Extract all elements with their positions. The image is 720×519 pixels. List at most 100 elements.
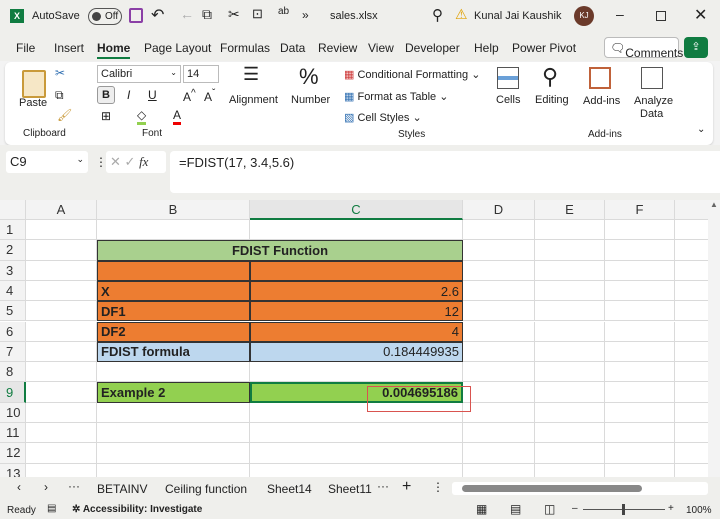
font-size-select[interactable]: 14 — [183, 65, 219, 83]
cell[interactable] — [97, 362, 250, 383]
cell[interactable] — [675, 403, 708, 423]
tab-developer[interactable]: Developer — [405, 41, 460, 55]
more-sheets-icon[interactable]: ··· — [377, 479, 389, 493]
row-header[interactable]: 8 — [0, 362, 26, 383]
more-sheets-icon[interactable]: ··· — [68, 479, 80, 493]
cell[interactable] — [26, 463, 97, 477]
cell[interactable] — [605, 260, 675, 281]
cell[interactable] — [463, 443, 535, 464]
cell[interactable] — [26, 301, 97, 322]
cell[interactable] — [605, 321, 675, 342]
tab-view[interactable]: View — [368, 41, 394, 55]
close-icon[interactable]: ✕ — [694, 7, 708, 24]
tab-help[interactable]: Help — [474, 41, 499, 55]
italic-button[interactable]: I — [127, 88, 131, 102]
cell[interactable] — [463, 423, 535, 444]
cell-styles-button[interactable]: ▧ Cell Styles ⌄ — [344, 112, 422, 124]
addins-button[interactable]: Add-ins — [583, 95, 621, 107]
editing-button[interactable]: Editing — [535, 94, 569, 106]
font-color-icon[interactable]: A — [173, 108, 182, 125]
cell[interactable] — [26, 240, 97, 261]
cell[interactable] — [675, 281, 708, 302]
cell[interactable] — [26, 341, 97, 363]
cell[interactable] — [675, 240, 708, 261]
cell[interactable] — [675, 382, 708, 403]
cell[interactable] — [535, 260, 605, 281]
accessibility-button[interactable]: ✲ Accessibility: Investigate — [72, 504, 202, 515]
tab-data[interactable]: Data — [280, 41, 306, 55]
analyze-data-button[interactable]: Analyze — [634, 95, 674, 107]
addins-icon[interactable] — [589, 67, 611, 89]
cell[interactable] — [250, 220, 463, 241]
alignment-button[interactable]: Alignment — [229, 94, 278, 106]
cell[interactable] — [463, 240, 535, 261]
cell[interactable] — [26, 260, 97, 281]
normal-view-icon[interactable]: ▦ — [476, 502, 488, 516]
underline-button[interactable]: U — [148, 88, 157, 102]
row-header[interactable]: 10 — [0, 402, 26, 423]
cell[interactable] — [26, 280, 97, 302]
zoom-level[interactable]: 100% — [686, 505, 712, 516]
alignment-icon[interactable]: ☰ — [243, 64, 260, 84]
number-button[interactable]: Number — [291, 94, 331, 106]
cell[interactable] — [535, 301, 605, 322]
cell[interactable] — [463, 341, 535, 363]
column-header[interactable]: F — [605, 200, 675, 220]
search-icon[interactable]: ⚲ — [542, 64, 559, 89]
column-header[interactable]: A — [26, 200, 97, 220]
cell[interactable] — [535, 220, 605, 241]
cell[interactable] — [605, 362, 675, 383]
search-icon[interactable]: ⚲ — [432, 7, 443, 24]
cell[interactable] — [463, 280, 535, 302]
label-df2[interactable]: DF2 — [97, 321, 250, 342]
cell[interactable] — [675, 342, 708, 363]
cell[interactable] — [535, 402, 605, 423]
cell[interactable] — [463, 463, 535, 477]
copy-icon[interactable]: ⧉ — [55, 88, 64, 102]
cell[interactable] — [605, 301, 675, 322]
cell[interactable] — [535, 341, 605, 363]
cell[interactable] — [675, 301, 708, 322]
cell[interactable] — [535, 463, 605, 477]
conditional-formatting-button[interactable]: ▦ Conditional Formatting ⌄ — [344, 69, 481, 81]
cell[interactable] — [605, 463, 675, 477]
cell[interactable] — [605, 382, 675, 403]
row-header[interactable]: 5 — [0, 301, 26, 322]
formula-input[interactable]: =FDIST(17, 3.4,5.6) — [170, 151, 720, 193]
zoom-slider[interactable] — [583, 504, 665, 515]
chart-icon[interactable]: ⊡ — [252, 6, 263, 21]
cell[interactable] — [26, 362, 97, 383]
tab-file[interactable]: File — [16, 41, 36, 55]
cell[interactable] — [97, 220, 250, 241]
cell[interactable] — [250, 463, 463, 477]
cell-b3[interactable] — [97, 260, 250, 281]
page-layout-view-icon[interactable]: ▤ — [510, 502, 522, 516]
redo-icon[interactable]: ← — [180, 6, 194, 22]
borders-icon[interactable]: ⊞ — [101, 109, 112, 123]
autosave-toggle[interactable]: Off — [88, 8, 122, 25]
label-example-2[interactable]: Example 2 — [97, 382, 250, 403]
cell[interactable] — [26, 220, 97, 241]
cell[interactable] — [250, 402, 463, 423]
cell[interactable] — [97, 402, 250, 423]
cancel-icon[interactable]: ✕ — [110, 154, 121, 169]
share-button[interactable]: ⇪ — [684, 37, 708, 58]
minimize-icon[interactable]: – — [616, 6, 624, 22]
cell[interactable] — [675, 443, 708, 464]
insert-function-icon[interactable]: fx — [139, 154, 149, 169]
tab-insert[interactable]: Insert — [54, 41, 85, 55]
next-sheet-icon[interactable]: › — [44, 480, 48, 494]
tab-power-pivot[interactable]: Power Pivot — [512, 41, 577, 55]
cell[interactable] — [605, 341, 675, 363]
zoom-slider-thumb[interactable] — [622, 504, 625, 515]
tab-page-layout[interactable]: Page Layout — [144, 41, 212, 55]
value-x[interactable]: 2.6 — [250, 280, 463, 302]
column-header[interactable] — [675, 200, 708, 220]
row-header[interactable]: 4 — [0, 280, 26, 302]
cell[interactable] — [250, 362, 463, 383]
cell[interactable] — [463, 382, 535, 403]
cells-icon[interactable] — [497, 67, 519, 89]
name-box[interactable]: C9 ⌄ — [6, 151, 88, 173]
collapse-ribbon-icon[interactable]: ⌄ — [697, 124, 706, 135]
row-header[interactable]: 1 — [0, 220, 26, 241]
